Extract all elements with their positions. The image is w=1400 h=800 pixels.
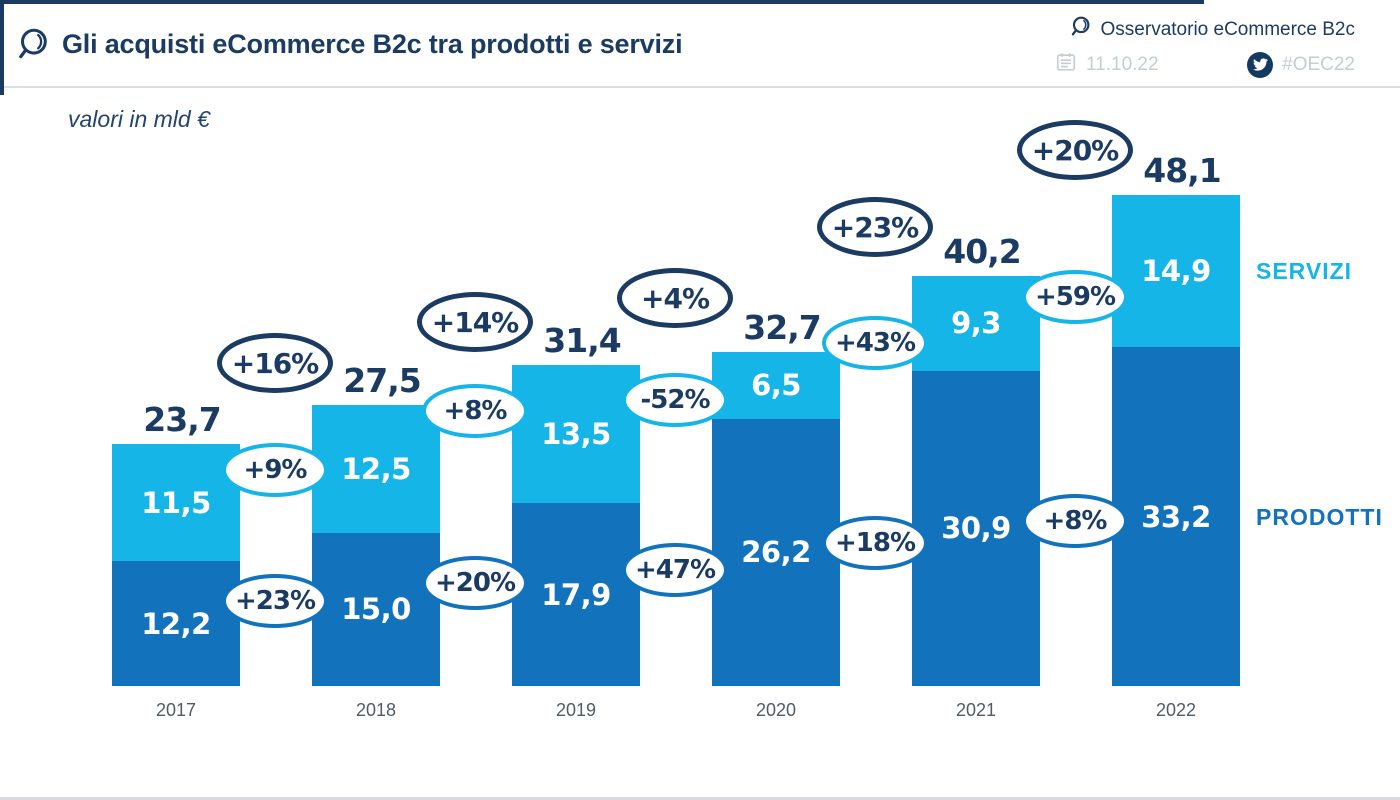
legend-prodotti: PRODOTTI <box>1256 503 1383 530</box>
bar-2021-prodotti-segment <box>912 370 1040 686</box>
bar-2017-servizi-segment <box>112 444 240 562</box>
value-label-servizi-2018: 12,5 <box>341 452 411 487</box>
value-label-servizi-2019: 13,5 <box>541 417 611 452</box>
hashtag: #OEC22 <box>1282 53 1355 75</box>
bar-2020-servizi-segment <box>712 352 840 419</box>
header: Gli acquisti eCommerce B2c tra prodotti … <box>0 0 1400 88</box>
axis-label-2017: 2017 <box>155 700 197 720</box>
x-axis-tick <box>0 56 4 69</box>
growth-oval-prodotti-2017-2018: +23% <box>222 574 328 628</box>
header-meta: Osservatorio eCommerce B2c 11.10.22 <box>1055 15 1355 78</box>
growth-oval-prodotti-2018-2019: +20% <box>422 556 528 610</box>
osservatori-magnifier-icon <box>13 26 51 64</box>
twitter-icon <box>1247 51 1274 78</box>
value-label-prodotti-2021: 30,9 <box>941 511 1011 546</box>
growth-oval-prodotti-2019-2020: +47% <box>622 543 728 597</box>
bar-2022-prodotti-segment <box>1112 347 1240 686</box>
event-date: 11.10.22 <box>1086 53 1159 75</box>
brand-magnifier-icon <box>1068 15 1092 44</box>
value-label-servizi-2017: 11,5 <box>141 485 211 520</box>
x-axis-tick <box>0 17 4 30</box>
value-label-prodotti-2019: 17,9 <box>541 577 611 612</box>
value-label-servizi-2022: 14,9 <box>1141 254 1211 289</box>
legend-servizi: SERVIZI <box>1256 258 1353 285</box>
value-label-prodotti-2020: 26,2 <box>741 535 811 570</box>
total-label-2022: 48,1 <box>1143 151 1221 190</box>
x-axis-tick <box>0 69 4 82</box>
value-label-servizi-2020: 6,5 <box>751 368 801 403</box>
growth-oval-total-2021-2022: +20% <box>1017 120 1133 180</box>
growth-oval-prodotti-2020-2021: +18% <box>822 516 928 570</box>
growth-oval-servizi-2021-2022: +59% <box>1022 270 1128 324</box>
value-label-prodotti-2022: 33,2 <box>1141 499 1211 534</box>
page-title: Gli acquisti eCommerce B2c tra prodotti … <box>62 29 683 59</box>
x-axis <box>0 0 1204 4</box>
axis-label-2019: 2019 <box>555 700 597 720</box>
value-label-prodotti-2017: 12,2 <box>141 606 211 641</box>
bar-2021-servizi-segment <box>912 275 1040 371</box>
total-label-2018: 27,5 <box>343 361 421 401</box>
total-label-2021: 40,2 <box>943 231 1021 271</box>
bar-2019-prodotti-segment <box>512 503 640 686</box>
bar-2019-servizi-segment <box>512 365 640 504</box>
unit-note: valori in mld € <box>68 106 210 132</box>
axis-label-2020: 2020 <box>755 700 797 720</box>
growth-oval-servizi-2019-2020: -52% <box>622 373 728 427</box>
total-label-2019: 31,4 <box>543 321 621 361</box>
growth-oval-servizi-2017-2018: +9% <box>222 443 328 497</box>
slide-bottom-edge <box>0 797 1400 800</box>
bar-2017-prodotti-segment <box>112 561 240 686</box>
growth-oval-total-2020-2021: +23% <box>817 197 933 257</box>
bar-2018-prodotti-segment <box>312 532 440 686</box>
x-axis-tick <box>0 82 4 95</box>
bar-2020-prodotti-segment <box>712 418 840 686</box>
growth-oval-total-2017-2018: +16% <box>217 333 333 393</box>
value-label-prodotti-2018: 15,0 <box>341 592 411 627</box>
bar-2018-servizi-segment <box>312 405 440 533</box>
value-label-servizi-2021: 9,3 <box>951 306 1001 341</box>
growth-oval-total-2018-2019: +14% <box>417 292 533 352</box>
axis-label-2018: 2018 <box>355 700 397 720</box>
x-axis-tick <box>0 43 4 56</box>
axis-label-2021: 2021 <box>955 700 997 720</box>
growth-oval-servizi-2020-2021: +43% <box>822 316 928 370</box>
total-label-2020: 32,7 <box>743 308 821 348</box>
x-axis-tick <box>0 4 4 17</box>
growth-oval-total-2019-2020: +4% <box>617 268 733 328</box>
x-axis-tick <box>0 30 4 43</box>
growth-oval-servizi-2018-2019: +8% <box>422 384 528 438</box>
footer: POLITECNICO MILANO 1863 SCHOOL OF MANAGE… <box>0 728 1400 800</box>
observatory-name: Osservatorio eCommerce B2c <box>1100 18 1355 40</box>
growth-oval-prodotti-2021-2022: +8% <box>1022 494 1128 548</box>
total-label-2017: 23,7 <box>143 400 221 440</box>
calendar-icon <box>1055 51 1077 78</box>
axis-label-2022: 2022 <box>1155 700 1197 720</box>
bar-2022-servizi-segment <box>1112 195 1240 348</box>
